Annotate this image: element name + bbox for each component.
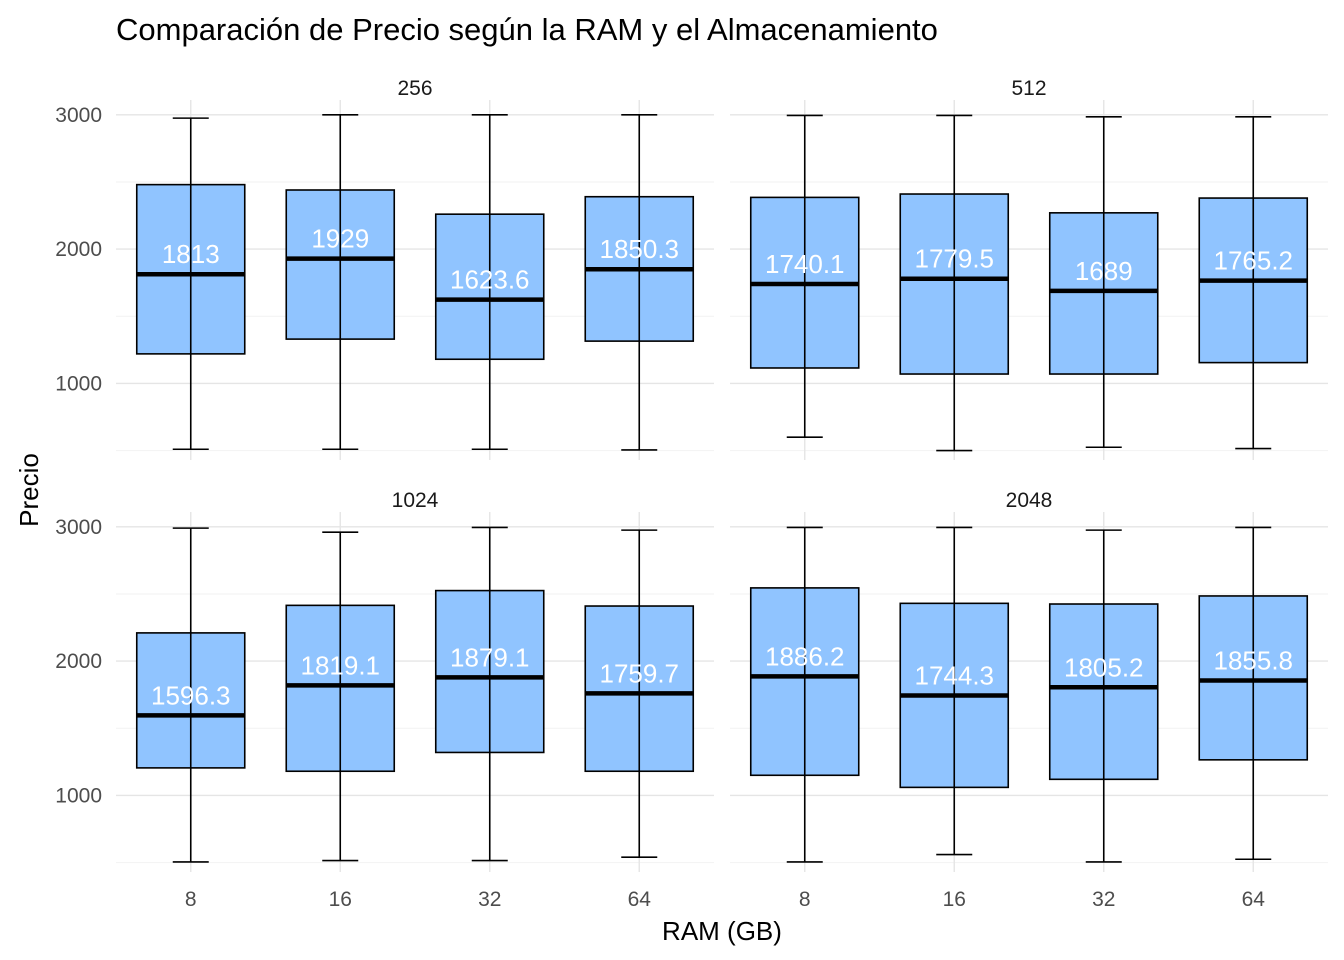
y-tick-label: 2000 xyxy=(55,650,102,673)
box-256-64: 1850.3 xyxy=(584,113,695,451)
box-1024-32: 1879.1 xyxy=(434,526,545,862)
facet-label: 512 xyxy=(1011,77,1046,100)
facet-panels: 256 1000 2000 3000 1813 1929 1623.6 1850.3 512 17… xyxy=(55,77,1328,911)
chart-title: Comparación de Precio según la RAM y el … xyxy=(116,12,938,47)
median-label: 1855.8 xyxy=(1213,645,1293,675)
facet-label: 256 xyxy=(397,77,432,100)
median-label: 1879.1 xyxy=(450,642,530,672)
box-256-16: 1929 xyxy=(285,113,396,451)
facet-panel-256: 256 1000 2000 3000 1813 1929 1623.6 1850.3 xyxy=(55,77,714,460)
x-tick-label: 64 xyxy=(1242,888,1266,911)
x-tick-label: 32 xyxy=(478,888,501,911)
box-512-16: 1779.5 xyxy=(899,114,1010,452)
facet-label: 2048 xyxy=(1006,489,1053,512)
median-label: 1765.2 xyxy=(1213,246,1293,276)
box-2048-8: 1886.2 xyxy=(749,526,860,863)
median-label: 1744.3 xyxy=(914,660,994,690)
box-1024-8: 1596.3 xyxy=(135,527,246,863)
box-512-32: 1689 xyxy=(1048,115,1159,449)
median-label: 1850.3 xyxy=(599,234,679,264)
y-axis-title: Precio xyxy=(14,453,44,527)
median-label: 1759.7 xyxy=(599,658,679,688)
x-tick-label: 8 xyxy=(799,888,811,911)
y-tick-label: 1000 xyxy=(55,784,102,807)
box-2048-32: 1805.2 xyxy=(1048,529,1159,863)
median-label: 1596.3 xyxy=(151,680,231,710)
facet-panel-2048: 2048 8 16 32 64 1886.2 1744.3 1805.2 1855.8 xyxy=(730,489,1328,911)
median-label: 1689 xyxy=(1075,256,1133,286)
facet-panel-512: 512 1740.1 1779.5 1689 1765.2 xyxy=(730,77,1328,460)
median-label: 1929 xyxy=(311,224,369,254)
median-label: 1740.1 xyxy=(765,249,845,279)
box-1024-16: 1819.1 xyxy=(285,531,396,862)
x-tick-label: 64 xyxy=(628,888,652,911)
facet-panel-1024: 1024 1000 2000 3000 8 16 32 64 1596.3 1819.1 1879.… xyxy=(55,489,714,911)
median-label: 1623.6 xyxy=(450,265,530,295)
box-2048-16: 1744.3 xyxy=(899,526,1010,856)
y-tick-label: 1000 xyxy=(55,372,102,395)
box-2048-64: 1855.8 xyxy=(1198,526,1309,861)
box-256-32: 1623.6 xyxy=(434,113,545,451)
y-tick-label: 3000 xyxy=(55,104,102,127)
y-tick-label: 2000 xyxy=(55,238,102,261)
x-tick-label: 32 xyxy=(1092,888,1115,911)
x-tick-label: 16 xyxy=(329,888,352,911)
median-label: 1819.1 xyxy=(300,650,380,680)
x-tick-label: 8 xyxy=(185,888,197,911)
box-512-8: 1740.1 xyxy=(749,114,860,438)
box-256-8: 1813 xyxy=(135,117,246,451)
median-label: 1886.2 xyxy=(765,641,845,671)
facet-label: 1024 xyxy=(392,489,439,512)
median-label: 1779.5 xyxy=(914,244,994,274)
box-1024-64: 1759.7 xyxy=(584,529,695,859)
median-label: 1805.2 xyxy=(1064,652,1144,682)
x-tick-label: 16 xyxy=(943,888,966,911)
y-tick-label: 3000 xyxy=(55,516,102,539)
box-512-64: 1765.2 xyxy=(1198,115,1309,450)
median-label: 1813 xyxy=(162,239,220,269)
x-axis-title: RAM (GB) xyxy=(662,916,782,946)
